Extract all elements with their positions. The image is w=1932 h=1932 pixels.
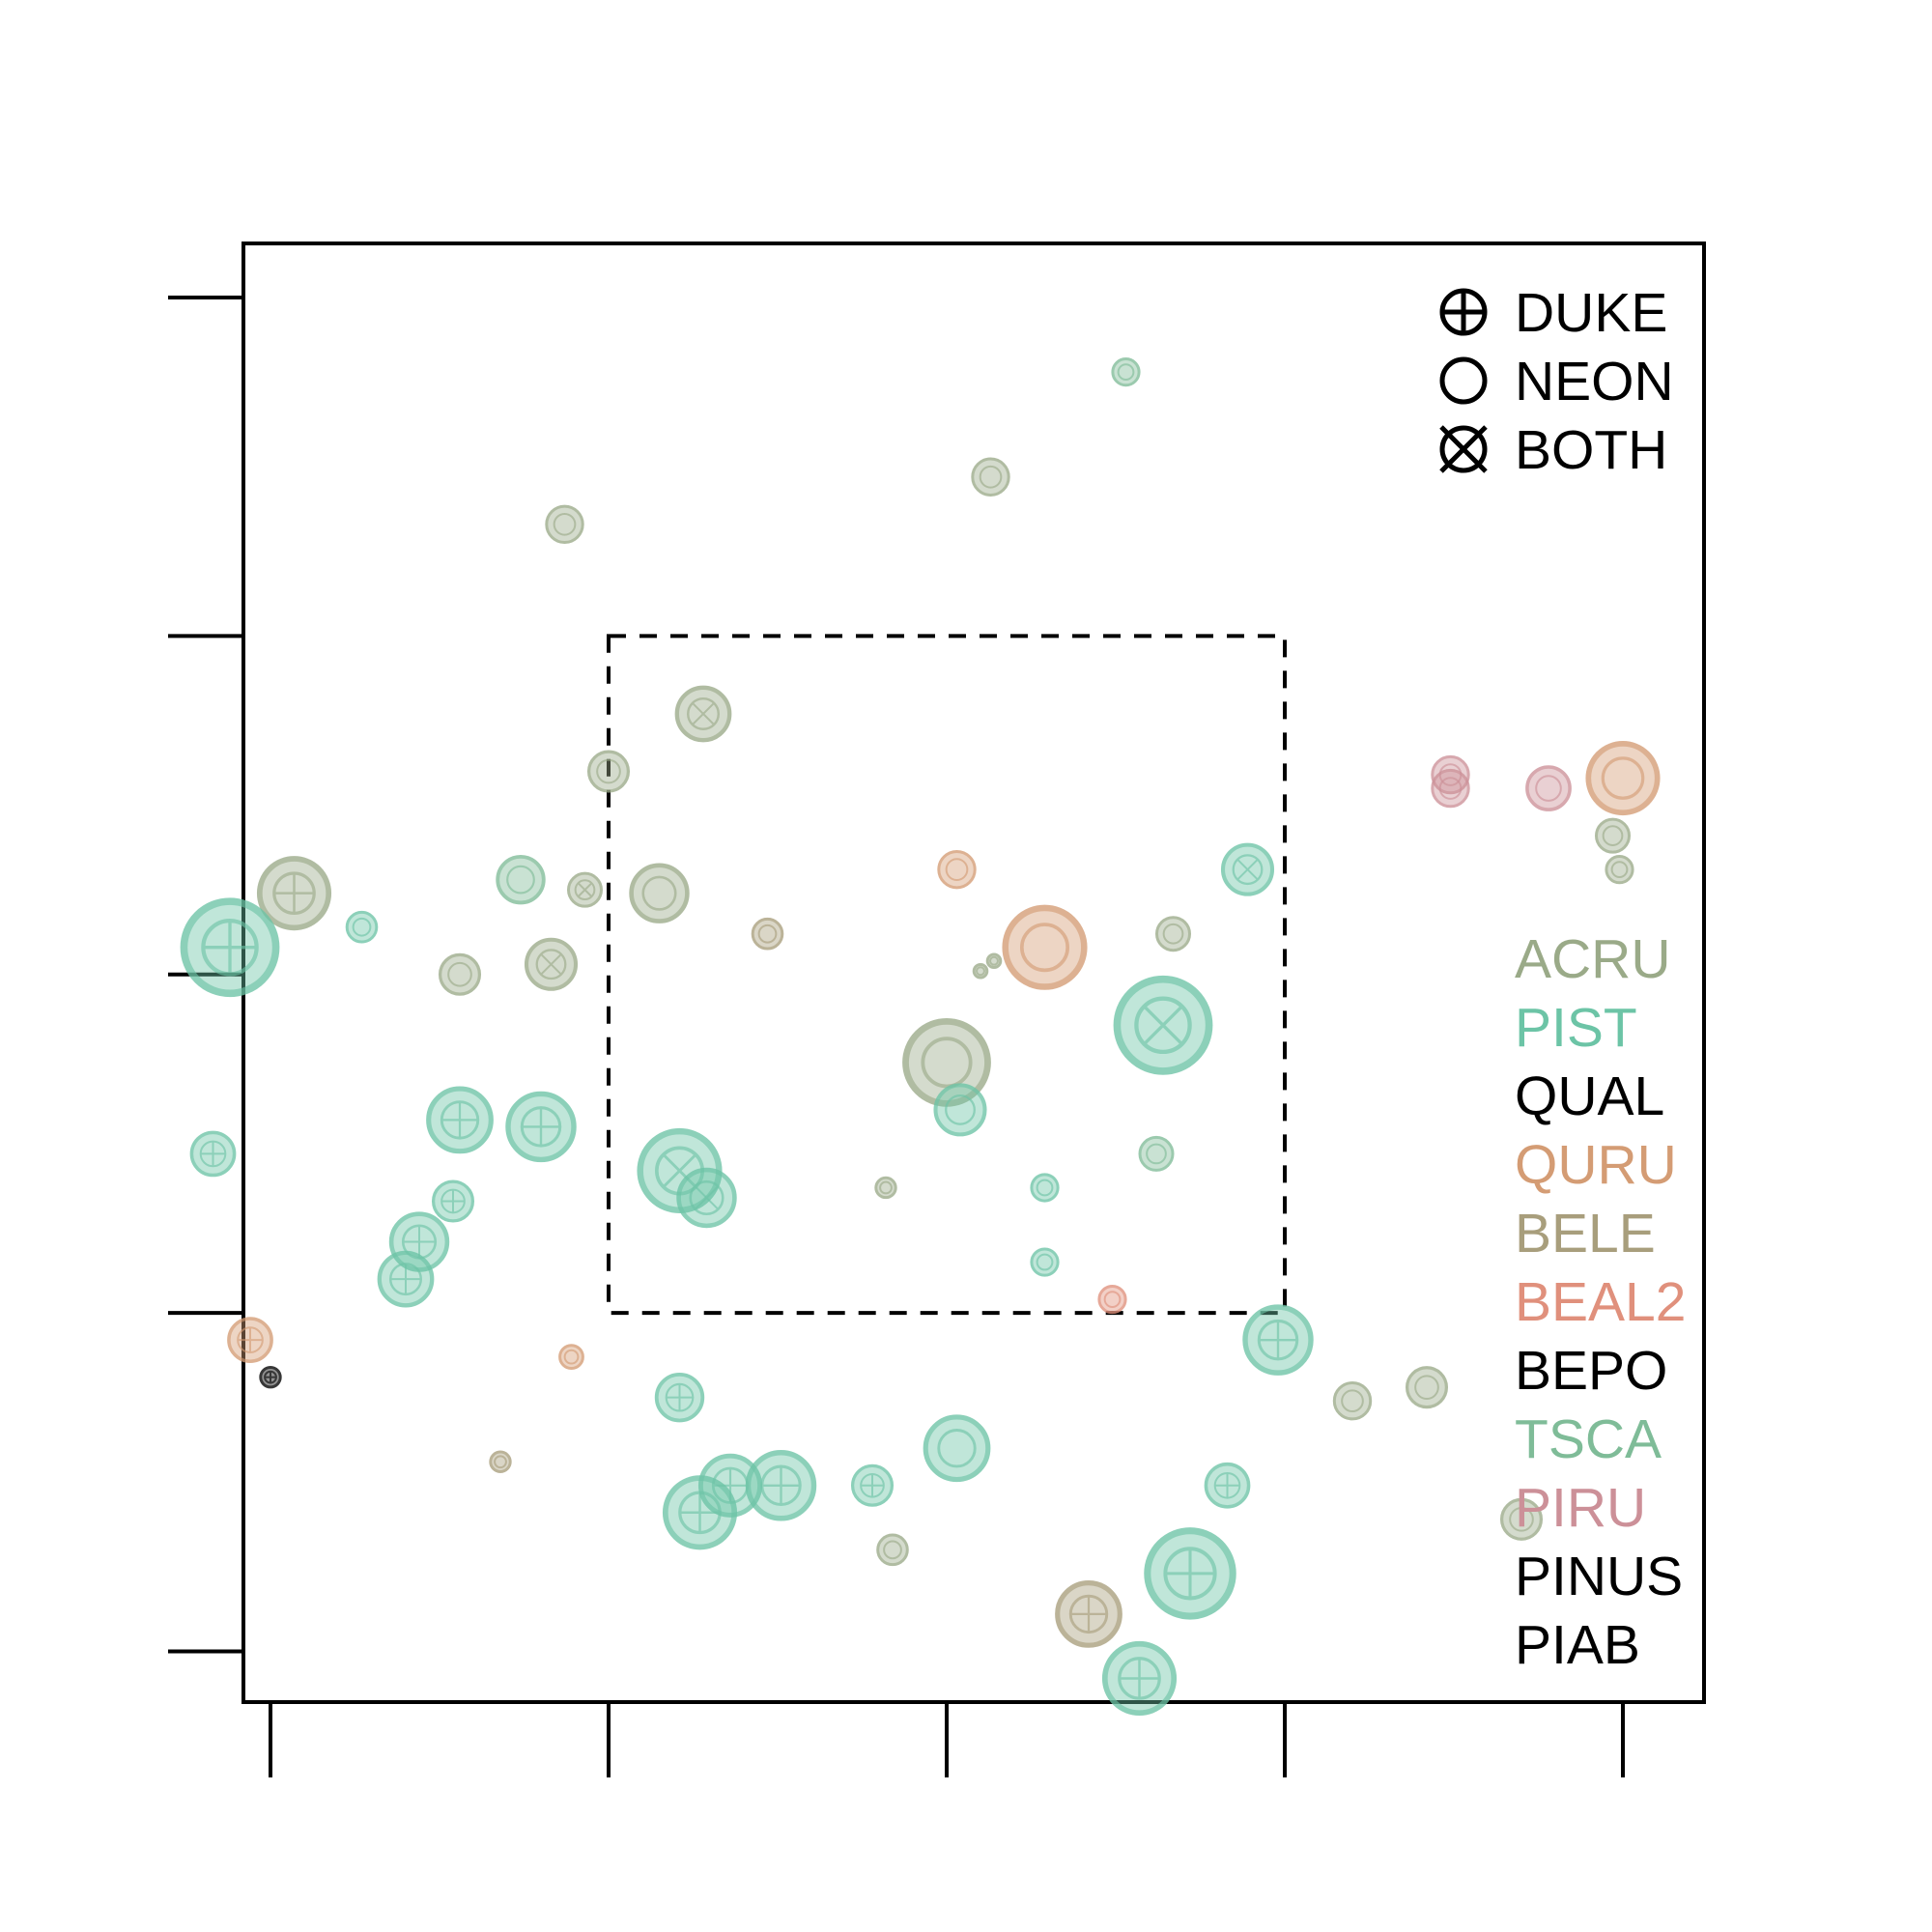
species-label-quru: QURU	[1515, 1134, 1677, 1196]
point-acru-neon	[1405, 1366, 1449, 1409]
species-label-tsca: TSCA	[1515, 1408, 1662, 1470]
point-quru-neon	[937, 849, 977, 890]
species-label-pinus: PINUS	[1515, 1546, 1683, 1607]
point-pist-duke	[1242, 1304, 1314, 1376]
species-label-pist: PIST	[1515, 997, 1637, 1059]
point-pist-duke	[431, 1179, 475, 1223]
point-acru-neon	[985, 952, 1003, 970]
point-qual-duke	[259, 1365, 282, 1389]
point-pist-neon	[933, 1083, 987, 1137]
point-pist-duke	[1101, 1640, 1178, 1717]
point-pist-duke	[850, 1463, 895, 1507]
species-label-bepo: BEPO	[1515, 1340, 1667, 1402]
point-tsca-neon	[1138, 1135, 1175, 1172]
point-pist-duke	[180, 897, 280, 998]
point-bele-neon	[489, 1450, 512, 1473]
species-label-qual: QUAL	[1515, 1065, 1664, 1127]
point-quru-neon	[558, 1344, 584, 1371]
species-label-piab: PIAB	[1515, 1614, 1640, 1676]
point-acru-neon	[438, 952, 482, 996]
point-pist-both	[1220, 842, 1275, 896]
point-acru-both	[567, 871, 603, 908]
point-pist-duke	[745, 1450, 817, 1521]
point-pist-neon	[1030, 1247, 1060, 1277]
point-bele-neon	[751, 917, 784, 951]
point-acru-neon	[874, 1176, 897, 1200]
point-acru-neon	[902, 1017, 991, 1107]
point-acru-neon	[1605, 855, 1634, 885]
point-acru-duke	[256, 856, 332, 931]
point-acru-neon	[629, 863, 690, 923]
point-acru-neon	[971, 457, 1010, 497]
point-pist-neon	[923, 1414, 991, 1483]
point-acru-neon	[972, 962, 989, 980]
point-pist-duke	[377, 1250, 435, 1308]
legend-both-label: BOTH	[1515, 419, 1667, 481]
point-pist-neon	[1030, 1173, 1060, 1203]
point-pist-duke	[426, 1086, 494, 1154]
point-acru-both	[674, 685, 732, 743]
point-pist-duke	[189, 1130, 237, 1178]
species-label-bele: BELE	[1515, 1203, 1656, 1264]
legend-duke-symbol	[1439, 288, 1488, 336]
point-piru-neon	[1431, 768, 1470, 809]
point-tsca-neon	[496, 854, 546, 905]
point-tsca-neon	[1111, 357, 1141, 387]
point-quru-neon	[1585, 740, 1661, 816]
point-pist-duke	[654, 1372, 705, 1423]
point-acru-neon	[876, 1533, 909, 1567]
point-acru-both	[524, 937, 579, 991]
point-acru-neon	[1499, 1497, 1544, 1541]
species-label-piru: PIRU	[1515, 1477, 1646, 1539]
point-pist-duke	[662, 1475, 738, 1550]
point-quru-neon	[1002, 904, 1088, 990]
point-acru-neon	[1155, 916, 1191, 952]
point-piru-neon	[1525, 765, 1572, 811]
point-pist-neon	[345, 910, 379, 944]
point-acru-neon	[1595, 817, 1631, 854]
data-points	[180, 357, 1661, 1717]
legend-neon-symbol	[1439, 356, 1488, 405]
point-acru-neon	[586, 750, 631, 793]
legend-both-symbol	[1439, 425, 1488, 473]
point-bele-duke	[1055, 1580, 1122, 1648]
species-label-beal2: BEAL2	[1515, 1271, 1686, 1333]
point-pist-both	[1113, 975, 1213, 1075]
source-legend: DUKE NEON BOTH	[1439, 282, 1674, 481]
point-pist-duke	[505, 1091, 577, 1163]
point-quru-duke	[227, 1317, 273, 1363]
point-pist-both	[676, 1167, 737, 1229]
legend-duke-label: DUKE	[1515, 282, 1667, 344]
point-acru-neon	[545, 504, 584, 544]
legend-neon-label: NEON	[1515, 351, 1674, 412]
point-pist-duke	[1204, 1462, 1251, 1509]
point-beal2-neon	[1097, 1284, 1127, 1315]
point-pist-duke	[1144, 1527, 1236, 1620]
species-label-acru: ACRU	[1515, 928, 1671, 990]
point-acru-neon	[1332, 1380, 1373, 1421]
